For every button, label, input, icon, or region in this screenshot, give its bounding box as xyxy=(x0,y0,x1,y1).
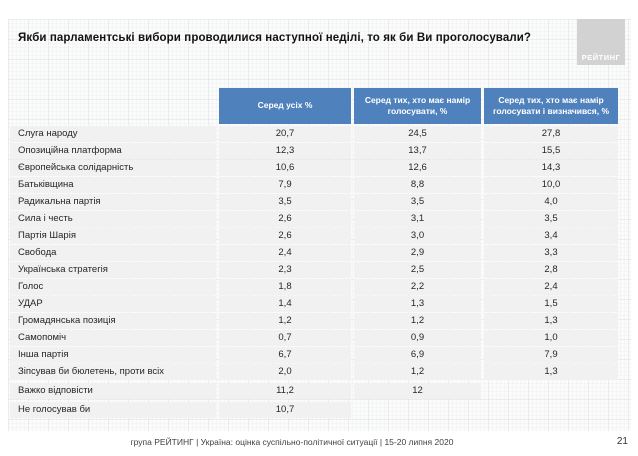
row-value xyxy=(484,383,618,399)
table-row: Батьківщина 7,9 8,8 10,0 xyxy=(10,177,618,193)
row-value: 2,6 xyxy=(219,228,351,244)
row-value: 7,9 xyxy=(484,347,618,363)
row-label: Голос xyxy=(10,279,216,295)
row-value: 0,9 xyxy=(354,330,481,346)
row-value: 4,0 xyxy=(484,194,618,210)
row-value: 3,3 xyxy=(484,245,618,261)
table-row: Сила і честь 2,6 3,1 3,5 xyxy=(10,211,618,227)
table-row: Українська стратегія 2,3 2,5 2,8 xyxy=(10,262,618,278)
slide-footer: група РЕЙТИНГ | Україна: оцінка суспільн… xyxy=(130,437,454,447)
row-value: 7,9 xyxy=(219,177,351,193)
table-row: Радикальна партія 3,5 3,5 4,0 xyxy=(10,194,618,210)
row-value: 10,0 xyxy=(484,177,618,193)
table-row: Інша партія 6,7 6,9 7,9 xyxy=(10,347,618,363)
row-value: 2,2 xyxy=(354,279,481,295)
row-value: 20,7 xyxy=(219,126,351,142)
row-value: 6,7 xyxy=(219,347,351,363)
row-value: 2,5 xyxy=(354,262,481,278)
row-label: УДАР xyxy=(10,296,216,312)
row-value: 11,2 xyxy=(219,383,351,399)
row-value: 13,7 xyxy=(354,143,481,159)
header-spacer xyxy=(10,88,216,124)
row-value: 1,3 xyxy=(354,296,481,312)
row-label: Радикальна партія xyxy=(10,194,216,210)
table-row: Опозиційна платформа 12,3 13,7 15,5 xyxy=(10,143,618,159)
rating-group-logo: РЕЙТИНГ xyxy=(577,19,625,65)
row-label: Європейська солідарність xyxy=(10,160,216,176)
row-label: Свобода xyxy=(10,245,216,261)
table-row: Голос 1,8 2,2 2,4 xyxy=(10,279,618,295)
row-value: 27,8 xyxy=(484,126,618,142)
row-value: 12 xyxy=(354,383,481,399)
row-value: 14,3 xyxy=(484,160,618,176)
table-row: УДАР 1,4 1,3 1,5 xyxy=(10,296,618,312)
row-value: 10,6 xyxy=(219,160,351,176)
row-value: 1,5 xyxy=(484,296,618,312)
column-header-intend-to-vote: Серед тих, хто має намір голосувати, % xyxy=(354,88,481,124)
row-value: 3,1 xyxy=(354,211,481,227)
row-label: Зіпсував би бюлетень, проти всіх xyxy=(10,364,216,380)
row-value: 3,5 xyxy=(484,211,618,227)
row-value: 1,2 xyxy=(354,313,481,329)
row-value: 12,3 xyxy=(219,143,351,159)
poll-results-table: Серед усіх % Серед тих, хто має намір го… xyxy=(10,88,618,420)
table-row: Партія Шарія 2,6 3,0 3,4 xyxy=(10,228,618,244)
row-label: Важко відповісти xyxy=(10,383,216,399)
row-value: 2,0 xyxy=(219,364,351,380)
row-label: Батьківщина xyxy=(10,177,216,193)
row-label: Українська стратегія xyxy=(10,262,216,278)
row-value: 1,3 xyxy=(484,364,618,380)
row-value: 10,7 xyxy=(219,402,351,418)
row-value: 15,5 xyxy=(484,143,618,159)
column-header-among-all: Серед усіх % xyxy=(219,88,351,124)
row-label: Сила і честь xyxy=(10,211,216,227)
row-value: 3,5 xyxy=(354,194,481,210)
table-header-row: Серед усіх % Серед тих, хто має намір го… xyxy=(10,88,618,124)
table-row: Не голосував би 10,7 xyxy=(10,402,618,418)
row-value xyxy=(484,402,618,418)
row-value: 1,8 xyxy=(219,279,351,295)
row-label: Самопоміч xyxy=(10,330,216,346)
row-value: 2,9 xyxy=(354,245,481,261)
row-value: 2,3 xyxy=(219,262,351,278)
row-value xyxy=(354,402,481,418)
row-value: 1,2 xyxy=(354,364,481,380)
table-row: Громадянська позиція 1,2 1,2 1,3 xyxy=(10,313,618,329)
row-value: 1,4 xyxy=(219,296,351,312)
page-number: 21 xyxy=(616,436,628,447)
row-label: Не голосував би xyxy=(10,402,216,418)
row-value: 6,9 xyxy=(354,347,481,363)
row-value: 2,4 xyxy=(484,279,618,295)
row-label: Опозиційна платформа xyxy=(10,143,216,159)
table-row: Слуга народу 20,7 24,5 27,8 xyxy=(10,126,618,142)
table-body: Слуга народу 20,7 24,5 27,8 Опозиційна платф… xyxy=(10,126,618,418)
row-label: Інша партія xyxy=(10,347,216,363)
page-title: Якби парламентські вибори проводилися на… xyxy=(18,32,532,44)
row-value: 12,6 xyxy=(354,160,481,176)
row-label: Слуга народу xyxy=(10,126,216,142)
row-value: 0,7 xyxy=(219,330,351,346)
row-value: 1,0 xyxy=(484,330,618,346)
logo-label: РЕЙТИНГ xyxy=(581,53,621,62)
column-header-intend-and-decided: Серед тих, хто має намір голосувати і ви… xyxy=(484,88,618,124)
table-row: Самопоміч 0,7 0,9 1,0 xyxy=(10,330,618,346)
row-label: Громадянська позиція xyxy=(10,313,216,329)
row-value: 3,4 xyxy=(484,228,618,244)
table-row: Важко відповісти 11,2 12 xyxy=(10,383,618,399)
table-row: Європейська солідарність 10,6 12,6 14,3 xyxy=(10,160,618,176)
row-value: 24,5 xyxy=(354,126,481,142)
row-value: 2,4 xyxy=(219,245,351,261)
row-value: 1,2 xyxy=(219,313,351,329)
row-value: 8,8 xyxy=(354,177,481,193)
row-value: 2,6 xyxy=(219,211,351,227)
row-value: 3,5 xyxy=(219,194,351,210)
row-value: 2,8 xyxy=(484,262,618,278)
row-value: 3,0 xyxy=(354,228,481,244)
row-label: Партія Шарія xyxy=(10,228,216,244)
table-row: Свобода 2,4 2,9 3,3 xyxy=(10,245,618,261)
row-value: 1,3 xyxy=(484,313,618,329)
table-row: Зіпсував би бюлетень, проти всіх 2,0 1,2 1,… xyxy=(10,364,618,380)
